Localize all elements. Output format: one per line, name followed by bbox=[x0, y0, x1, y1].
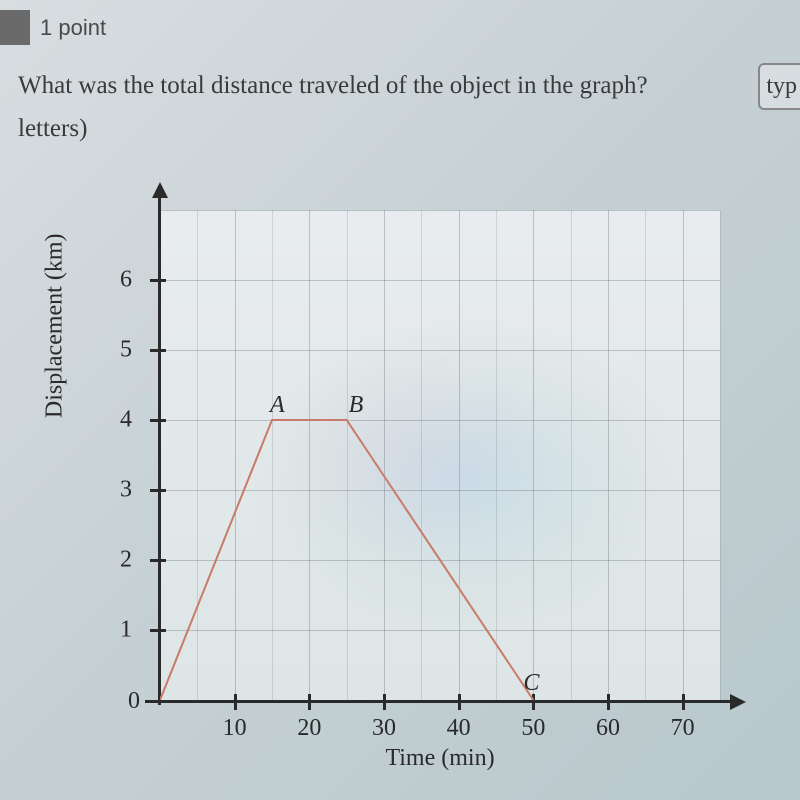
x-tick-label: 70 bbox=[671, 715, 695, 742]
grid-line-vertical-minor bbox=[272, 210, 273, 700]
chart-point-label-a: A bbox=[270, 392, 285, 419]
question-marker-box bbox=[0, 10, 30, 45]
grid-line-vertical bbox=[309, 210, 310, 700]
x-tick-label: 10 bbox=[223, 715, 247, 742]
grid-line-vertical-minor bbox=[347, 210, 348, 700]
grid-line-vertical-minor bbox=[496, 210, 497, 700]
points-label: 1 point bbox=[40, 15, 106, 41]
y-tick bbox=[150, 559, 166, 562]
x-axis-arrow-icon bbox=[730, 694, 746, 710]
y-tick bbox=[150, 629, 166, 632]
grid-line-horizontal bbox=[160, 280, 720, 281]
y-tick bbox=[150, 349, 166, 352]
chart-plot-area bbox=[160, 210, 720, 700]
question-area: What was the total distance traveled of … bbox=[0, 45, 800, 160]
grid-line-horizontal bbox=[160, 420, 720, 421]
grid-line-vertical bbox=[235, 210, 236, 700]
x-tick bbox=[607, 694, 610, 710]
grid-line-vertical bbox=[683, 210, 684, 700]
x-tick-label: 50 bbox=[521, 715, 545, 742]
y-tick bbox=[150, 419, 166, 422]
chart-container: 12345610203040506070 Displacement (km) T… bbox=[50, 210, 750, 770]
x-tick bbox=[682, 694, 685, 710]
question-line-1: What was the total distance traveled of … bbox=[18, 72, 648, 99]
grid-line-vertical bbox=[459, 210, 460, 700]
y-tick bbox=[150, 279, 166, 282]
x-tick bbox=[383, 694, 386, 710]
header-row: 1 point bbox=[0, 0, 800, 45]
chart-point-label-c: C bbox=[523, 670, 539, 697]
grid-line-horizontal bbox=[160, 630, 720, 631]
grid-line-vertical-minor bbox=[720, 210, 721, 700]
page-root: 1 point What was the total distance trav… bbox=[0, 0, 800, 800]
grid-line-vertical bbox=[384, 210, 385, 700]
chart-point-label-b: B bbox=[349, 392, 364, 419]
x-tick-label: 60 bbox=[596, 715, 620, 742]
y-axis-title: Displacement (km) bbox=[42, 234, 69, 419]
grid-line-horizontal bbox=[160, 560, 720, 561]
x-tick bbox=[308, 694, 311, 710]
x-tick-label: 30 bbox=[372, 715, 396, 742]
answer-input[interactable]: typ bbox=[758, 63, 800, 110]
grid-line-vertical bbox=[608, 210, 609, 700]
x-tick-label: 20 bbox=[297, 715, 321, 742]
question-text: What was the total distance traveled of … bbox=[18, 65, 790, 150]
x-tick bbox=[234, 694, 237, 710]
x-tick bbox=[458, 694, 461, 710]
y-tick-label: 4 bbox=[120, 407, 132, 434]
y-tick bbox=[150, 489, 166, 492]
grid-line-horizontal bbox=[160, 350, 720, 351]
grid-line-vertical-minor bbox=[571, 210, 572, 700]
y-axis-arrow-icon bbox=[152, 182, 168, 198]
grid-line-vertical-minor bbox=[197, 210, 198, 700]
grid-line-vertical-minor bbox=[421, 210, 422, 700]
y-tick-label: 5 bbox=[120, 337, 132, 364]
x-axis-title: Time (min) bbox=[385, 745, 494, 772]
y-tick-label: 3 bbox=[120, 477, 132, 504]
grid-line-vertical-minor bbox=[645, 210, 646, 700]
origin-label: 0 bbox=[128, 688, 140, 715]
question-line-2: letters) bbox=[18, 115, 87, 142]
x-tick-label: 40 bbox=[447, 715, 471, 742]
y-tick-label: 1 bbox=[120, 617, 132, 644]
y-tick-label: 2 bbox=[120, 547, 132, 574]
grid-line-horizontal bbox=[160, 210, 720, 211]
y-tick-label: 6 bbox=[120, 267, 132, 294]
grid-line-vertical bbox=[533, 210, 534, 700]
grid-line-horizontal bbox=[160, 490, 720, 491]
